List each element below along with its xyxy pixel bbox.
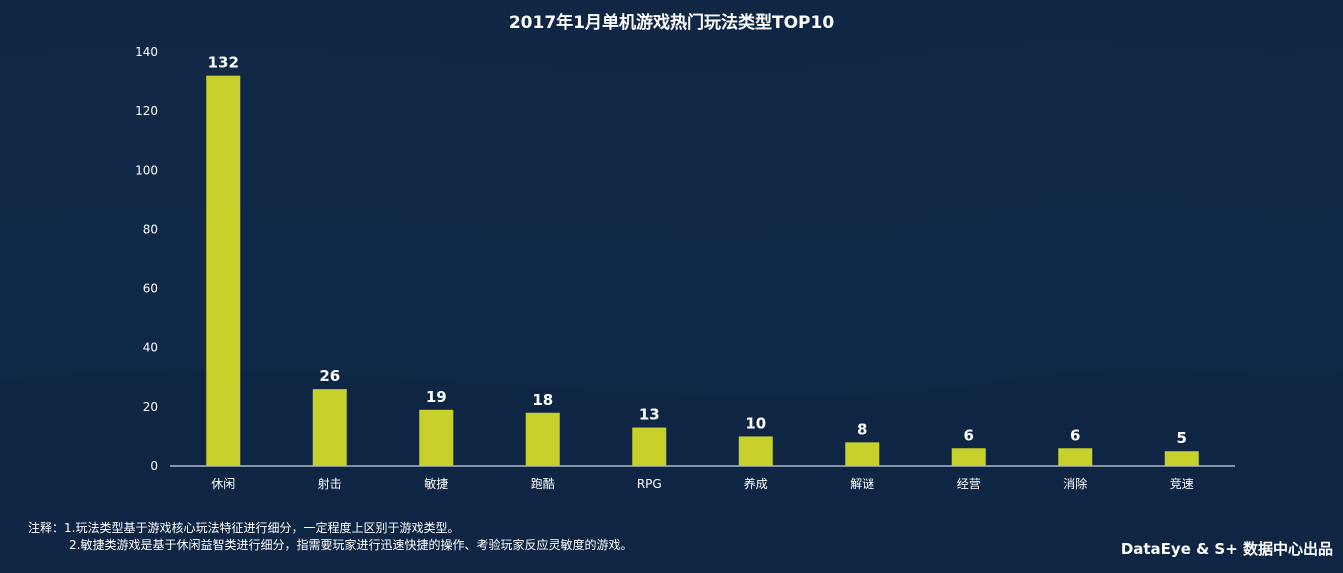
bar [419,409,454,466]
x-tick-label: 射击 [318,476,342,491]
x-tick-label: 经营 [957,477,981,491]
y-tick-label: 40 [143,341,158,355]
chart-title: 2017年1月单机游戏热门玩法类型TOP10 [508,13,835,33]
bar-value-label: 19 [426,388,447,406]
bar-value-label: 18 [532,391,553,409]
y-axis: 0 20 40 60 80 100 120 140 [135,45,158,473]
bar-value-label: 10 [745,414,766,432]
bar [632,427,667,466]
bar [951,448,986,466]
x-tick-label: 休闲 [211,477,235,491]
bar [525,412,560,466]
bars-group: 132 26 19 18 13 10 8 6 6 5 [206,54,1199,467]
x-tick-label: 竞速 [1170,477,1194,491]
bar-value-label: 5 [1177,429,1187,447]
credit-text: DataEye & S+ 数据中心出品 [1120,540,1333,558]
bar [312,389,347,466]
x-axis-labels: 休闲 射击 敏捷 跑酷 RPG 养成 解谜 经营 消除 竞速 [211,476,1194,491]
y-tick-label: 120 [135,104,158,118]
x-tick-label: 消除 [1063,476,1087,491]
bar-value-label: 6 [1070,426,1080,444]
y-tick-label: 100 [135,163,158,177]
bar-value-label: 13 [639,406,660,424]
bar [1164,451,1199,466]
bar [1058,448,1093,466]
x-tick-label: 养成 [744,476,768,491]
y-tick-label: 60 [143,282,158,296]
note-line-1: 注释：1.玩法类型基于游戏核心玩法特征进行细分，一定程度上区别于游戏类型。 [28,521,460,535]
bar-value-label: 132 [208,54,239,72]
x-tick-label: 跑酷 [531,477,555,491]
y-tick-label: 20 [143,400,158,414]
y-tick-label: 140 [135,45,158,59]
bar-value-label: 8 [857,420,867,438]
bar [738,436,773,466]
x-tick-label: 敏捷 [424,476,448,491]
chart-notes: 注释：1.玩法类型基于游戏核心玩法特征进行细分，一定程度上区别于游戏类型。 2.… [28,520,632,554]
bar-value-label: 6 [964,426,974,444]
bar-value-label: 26 [319,367,340,385]
x-tick-label: 解谜 [850,477,874,491]
x-tick-label: RPG [637,477,662,491]
y-tick-label: 0 [150,459,158,473]
y-tick-label: 80 [143,222,158,236]
note-line-2: 2.敏捷类游戏是基于休闲益智类进行细分，指需要玩家进行迅速快捷的操作、考验玩家反… [69,538,633,552]
bar [845,442,880,466]
bar [206,75,241,467]
